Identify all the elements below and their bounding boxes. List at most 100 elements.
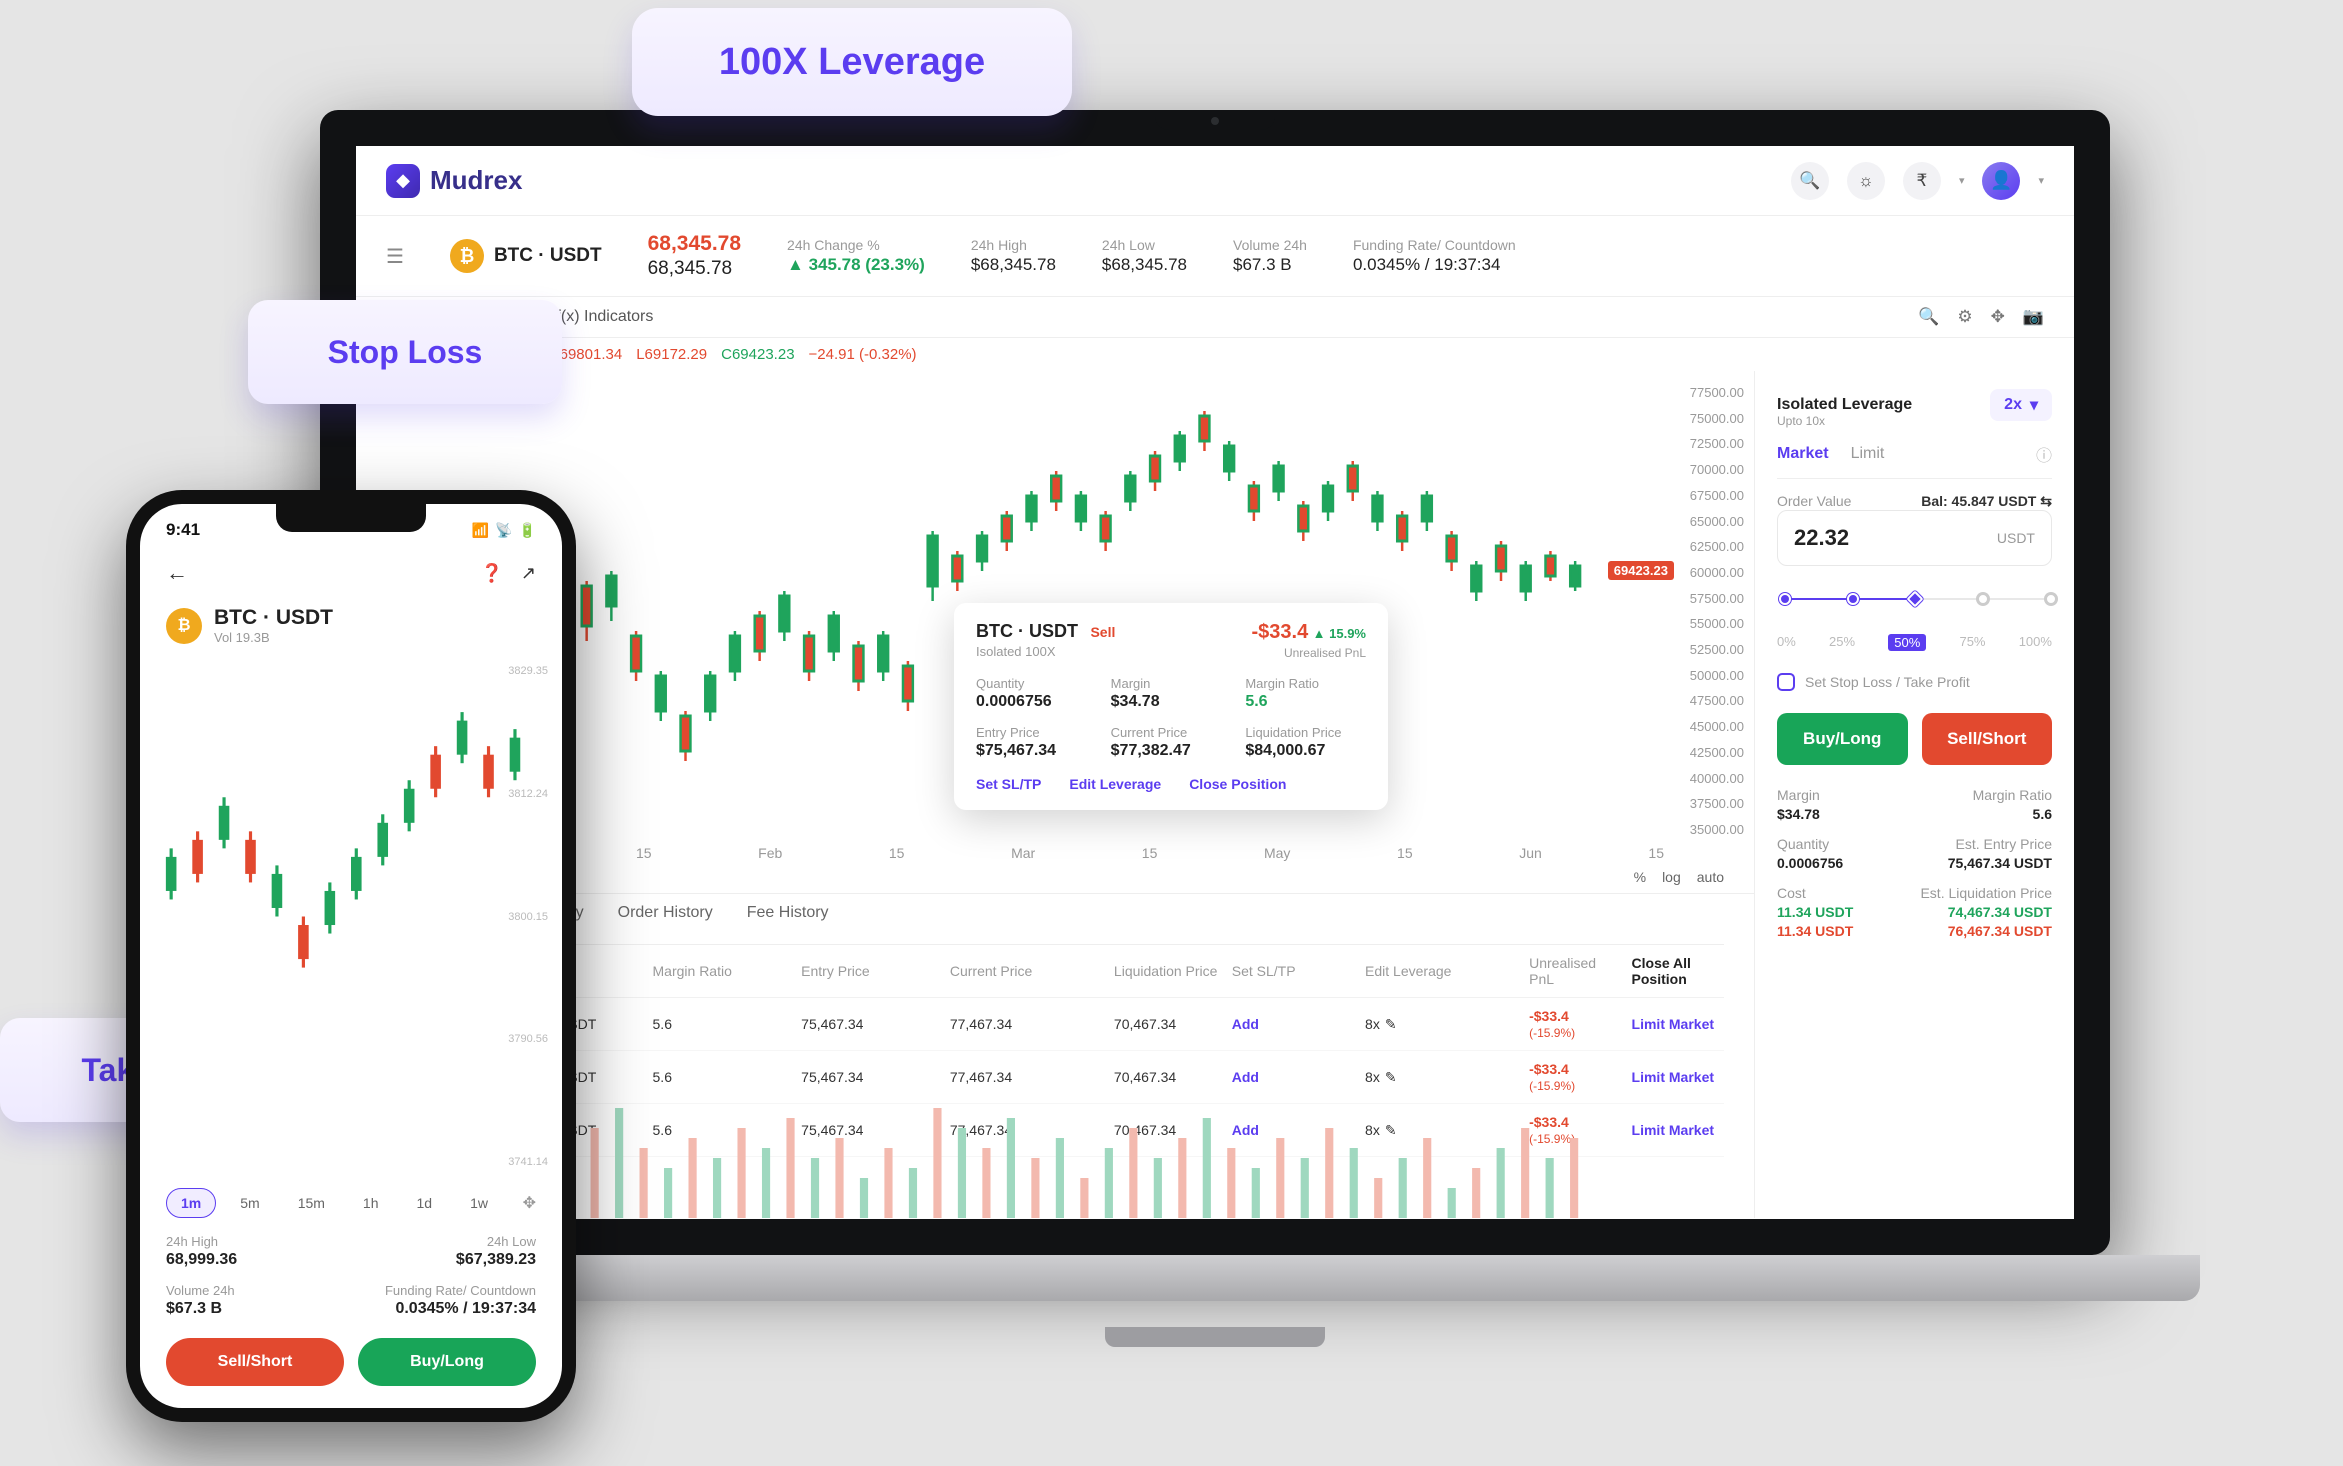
limit-link[interactable]: Limit (1632, 1016, 1665, 1032)
ticker-low-block: 24h Low $68,345.78 (1102, 237, 1187, 275)
phone-status-icons: 📶 📡 🔋 (472, 522, 536, 539)
phone-candle-svg (150, 661, 552, 1172)
ticker-change-label: 24h Change % (787, 237, 925, 253)
tf-1h[interactable]: 1h (349, 1189, 393, 1217)
position-tooltip-header: BTC · USDT Sell Isolated 100X -$33.4 ▲ 1… (976, 621, 1366, 660)
add-sl-tp-link[interactable]: Add (1232, 1069, 1355, 1085)
header-icons: 🔍 ☼ ₹ ▾ 👤 ▾ (1791, 162, 2044, 200)
edit-leverage-link[interactable]: Edit Leverage (1069, 776, 1161, 792)
ticker-price: 68,345.78 (648, 232, 741, 256)
phone-buy-button[interactable]: Buy/Long (358, 1338, 536, 1386)
phone-stat-low: 24h Low $67,389.23 (351, 1234, 536, 1269)
info-icon[interactable]: ⓘ (2036, 442, 2052, 466)
search-icon[interactable]: 🔍 (1791, 162, 1829, 200)
leverage-dropdown-icon: ▾ (2030, 395, 2038, 415)
phone-chart[interactable]: 3829.35 3812.24 3800.15 3790.56 3741.14 (150, 661, 552, 1172)
currency-icon[interactable]: ₹ (1903, 162, 1941, 200)
limit-link[interactable]: Limit (1632, 1069, 1665, 1085)
phone-stat-funding: Funding Rate/ Countdown 0.0345% / 19:37:… (351, 1283, 536, 1318)
phone-topbar: ← ❓ ↗ (140, 546, 562, 600)
tab-limit[interactable]: Limit (1851, 445, 1885, 463)
back-icon[interactable]: ← (166, 560, 188, 586)
camera-icon[interactable]: 📷 (2023, 307, 2044, 327)
stop-loss-checkbox[interactable] (1777, 673, 1795, 691)
order-value-input[interactable]: 22.32 USDT (1777, 510, 2052, 566)
fullscreen-icon[interactable]: ✥ (1991, 307, 2005, 327)
settings-chart-icon[interactable]: ⚙ (1957, 307, 1972, 327)
search-chart-icon[interactable]: 🔍 (1918, 307, 1939, 327)
table-row[interactable]: 56 34.78 USDT 5.6 75,467.34 77,467.34 70… (386, 998, 1724, 1051)
chart-toolbar-item-indicators[interactable]: f(x) Indicators (556, 308, 653, 326)
buy-long-button[interactable]: Buy/Long (1777, 713, 1908, 765)
tab-market[interactable]: Market (1777, 445, 1829, 463)
market-link[interactable]: Market (1669, 1069, 1714, 1085)
position-tooltip[interactable]: BTC · USDT Sell Isolated 100X -$33.4 ▲ 1… (954, 603, 1388, 810)
tab-fee-history[interactable]: Fee History (747, 904, 829, 934)
help-icon[interactable]: ❓ (480, 563, 502, 584)
ohlc-change: −24.91 (-0.32%) (809, 346, 917, 363)
leverage-callout: 100X Leverage (632, 8, 1072, 116)
app-logo-icon: ◆ (386, 164, 420, 198)
tab-order-history[interactable]: Order History (618, 904, 713, 934)
log-toggle[interactable]: log (1662, 869, 1681, 885)
row-close-actions: Limit Market (1632, 1016, 1724, 1032)
settings-icon[interactable]: ☼ (1847, 162, 1885, 200)
ticker-coin[interactable]: ₿ BTC · USDT (450, 239, 602, 273)
tf-1w[interactable]: 1w (456, 1189, 502, 1217)
position-tooltip-actions: Set SL/TP Edit Leverage Close Position (976, 776, 1366, 792)
edit-leverage-row-link[interactable]: 8x ✎ (1365, 1016, 1519, 1033)
stats-cost: Cost 11.34 USDT 11.34 USDT (1777, 885, 1915, 939)
edit-leverage-row-link[interactable]: 8x ✎ (1365, 1069, 1519, 1086)
app-logo: ◆ Mudrex (386, 164, 522, 198)
tf-1m[interactable]: 1m (166, 1188, 216, 1218)
tf-15m[interactable]: 15m (284, 1189, 339, 1217)
ticker-volume-label: Volume 24h (1233, 237, 1307, 253)
stats-margin: Margin $34.78 (1777, 787, 1915, 822)
ticker-high-block: 24h High $68,345.78 (971, 237, 1056, 275)
order-panel: Isolated Leverage Upto 10x 2x ▾ Market L… (1754, 371, 2074, 1218)
phone-coin-row[interactable]: ₿ BTC · USDT Vol 19.3B (140, 600, 562, 655)
add-sl-tp-link[interactable]: Add (1232, 1016, 1355, 1032)
order-size-slider[interactable] (1779, 586, 2050, 614)
phone-stats-grid: 24h High 68,999.36 24h Low $67,389.23 Vo… (140, 1228, 562, 1324)
market-link[interactable]: Market (1669, 1122, 1714, 1138)
leverage-title-block: Isolated Leverage Upto 10x (1777, 396, 1912, 428)
stats-quantity: Quantity 0.0006756 (1777, 836, 1915, 871)
close-position-link[interactable]: Close Position (1189, 776, 1286, 792)
order-type-tabs: Market Limit ⓘ (1777, 442, 2052, 479)
order-stats-grid: Margin $34.78 Margin Ratio 5.6 Quantity … (1777, 779, 2052, 939)
stats-entry-price: Est. Entry Price 75,467.34 USDT (1915, 836, 2053, 871)
laptop-frame: ◆ Mudrex 🔍 ☼ ₹ ▾ 👤 ▾ ☰ ₿ BTC (320, 110, 2110, 1255)
phone-coin-info: BTC · USDT Vol 19.3B (214, 606, 333, 645)
ticker-change-block: 24h Change % ▲ 345.78 (23.3%) (787, 237, 925, 275)
order-value-block: Order Value Bal: 45.847 USDT ⇆ 22.32 USD… (1777, 493, 2052, 566)
market-link[interactable]: Market (1669, 1016, 1714, 1032)
slider-labels: 0% 25% 50% 75% 100% (1777, 634, 2052, 651)
stop-loss-checkbox-row[interactable]: Set Stop Loss / Take Profit (1777, 665, 2052, 699)
tf-1d[interactable]: 1d (403, 1189, 447, 1217)
phone-buttons: Sell/Short Buy/Long (140, 1324, 562, 1408)
phone-stat-volume: Volume 24h $67.3 B (166, 1283, 351, 1318)
percent-toggle[interactable]: % (1634, 869, 1646, 885)
profile-dropdown-caret[interactable]: ▾ (2038, 174, 2044, 187)
position-tooltip-current-price: Current Price $77,382.47 (1111, 725, 1232, 760)
watchlist-icon[interactable]: ☰ (386, 244, 404, 269)
expand-icon[interactable]: ✥ (523, 1193, 536, 1213)
ticker-price-block: 68,345.78 68,345.78 (648, 232, 741, 280)
share-icon[interactable]: ↗ (521, 563, 536, 584)
ohlc-low: L69172.29 (636, 346, 707, 363)
profile-avatar[interactable]: 👤 (1982, 162, 2020, 200)
laptop-webcam-notch (1155, 110, 1275, 130)
phone-sell-button[interactable]: Sell/Short (166, 1338, 344, 1386)
order-buttons: Buy/Long Sell/Short (1777, 713, 2052, 765)
set-sl-tp-link[interactable]: Set SL/TP (976, 776, 1041, 792)
ticker-low-label: 24h Low (1102, 237, 1187, 253)
phone-mockup: 9:41 📶 📡 🔋 ← ❓ ↗ ₿ BTC · USDT Vol 19.3B (126, 490, 576, 1422)
tf-5m[interactable]: 5m (226, 1189, 273, 1217)
auto-toggle[interactable]: auto (1697, 869, 1724, 885)
ticker-pair-label: BTC · USDT (494, 245, 602, 267)
sell-short-button[interactable]: Sell/Short (1922, 713, 2053, 765)
position-tooltip-pair-block: BTC · USDT Sell Isolated 100X (976, 621, 1115, 659)
currency-dropdown-caret[interactable]: ▾ (1959, 174, 1965, 187)
leverage-select[interactable]: 2x ▾ (1990, 389, 2052, 421)
